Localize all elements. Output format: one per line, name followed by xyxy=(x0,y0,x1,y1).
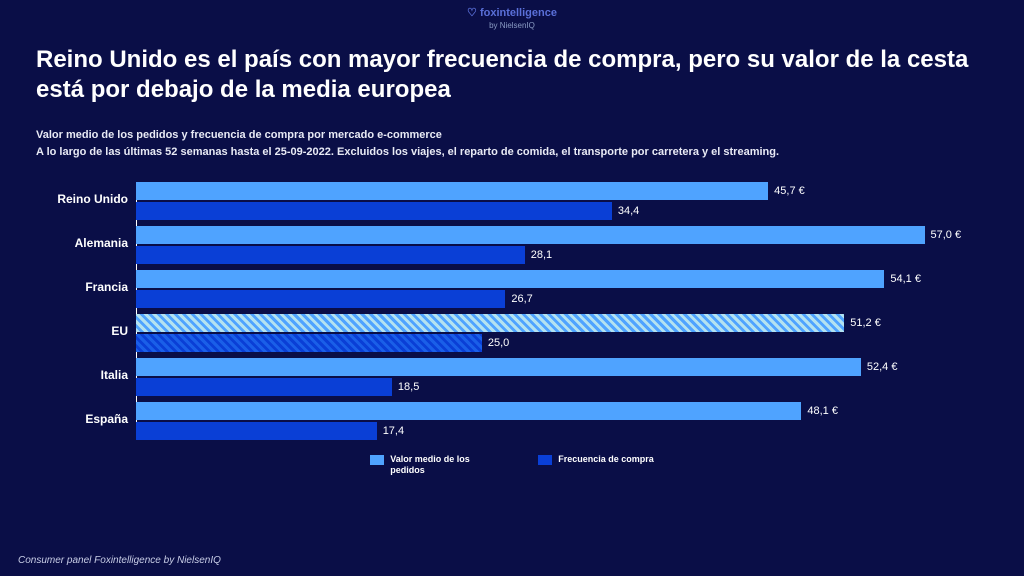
footnote: Consumer panel Foxintelligence by Nielse… xyxy=(18,555,221,566)
bar-wrap-value: 45,7 € xyxy=(136,182,988,200)
bar-value-label-freq: 17,4 xyxy=(383,422,404,440)
brand-byline: by NielsenIQ xyxy=(489,21,535,30)
bar-freq xyxy=(136,290,505,308)
bar-freq xyxy=(136,246,525,264)
bar-freq xyxy=(136,422,377,440)
bar-value xyxy=(136,226,925,244)
legend-swatch-freq xyxy=(538,455,552,465)
bar-wrap-freq: 18,5 xyxy=(136,378,988,396)
content-area: Reino Unido es el país con mayor frecuen… xyxy=(0,31,1024,476)
bar-value-label-value: 54,1 € xyxy=(890,270,921,288)
bar-value-label-value: 52,4 € xyxy=(867,358,898,376)
legend: Valor medio de los pedidos Frecuencia de… xyxy=(36,454,988,476)
legend-item-value: Valor medio de los pedidos xyxy=(370,454,490,476)
chart-row: Alemania57,0 €28,1 xyxy=(136,226,988,264)
bar-wrap-value: 52,4 € xyxy=(136,358,988,376)
bar-value xyxy=(136,402,801,420)
bar-value-label-value: 57,0 € xyxy=(931,226,962,244)
bar-wrap-freq: 26,7 xyxy=(136,290,988,308)
brand-header: ♡ foxintelligence by NielsenIQ xyxy=(0,0,1024,31)
row-label: Reino Unido xyxy=(36,192,128,206)
bar-freq xyxy=(136,378,392,396)
bar-value-label-freq: 34,4 xyxy=(618,202,639,220)
subtitle: Valor medio de los pedidos y frecuencia … xyxy=(36,127,988,160)
row-label: Italia xyxy=(36,368,128,382)
chart-row: Francia54,1 €26,7 xyxy=(136,270,988,308)
legend-swatch-value xyxy=(370,455,384,465)
legend-item-freq: Frecuencia de compra xyxy=(538,454,654,476)
row-label: EU xyxy=(36,324,128,338)
bar-wrap-value: 51,2 € xyxy=(136,314,988,332)
bar-wrap-value: 54,1 € xyxy=(136,270,988,288)
brand-name: foxintelligence xyxy=(480,7,557,19)
page-title: Reino Unido es el país con mayor frecuen… xyxy=(36,45,988,105)
bar-value-label-freq: 26,7 xyxy=(511,290,532,308)
bar-value-label-value: 45,7 € xyxy=(774,182,805,200)
bar-wrap-value: 48,1 € xyxy=(136,402,988,420)
bar-value xyxy=(136,314,844,332)
bar-wrap-freq: 34,4 xyxy=(136,202,988,220)
legend-label-freq: Frecuencia de compra xyxy=(558,454,654,465)
legend-label-value: Valor medio de los pedidos xyxy=(390,454,490,476)
brand-glyph: ♡ xyxy=(467,7,480,19)
bar-value xyxy=(136,270,884,288)
row-label: España xyxy=(36,412,128,426)
bar-value xyxy=(136,358,861,376)
row-label: Alemania xyxy=(36,236,128,250)
bar-value-label-freq: 18,5 xyxy=(398,378,419,396)
bar-wrap-freq: 17,4 xyxy=(136,422,988,440)
bar-value-label-freq: 25,0 xyxy=(488,334,509,352)
chart-row: EU51,2 €25,0 xyxy=(136,314,988,352)
bar-value xyxy=(136,182,768,200)
bar-freq xyxy=(136,202,612,220)
bar-value-label-value: 51,2 € xyxy=(850,314,881,332)
bar-freq xyxy=(136,334,482,352)
bar-wrap-freq: 28,1 xyxy=(136,246,988,264)
subtitle-line-1: Valor medio de los pedidos y frecuencia … xyxy=(36,127,988,144)
chart-row: Reino Unido45,7 €34,4 xyxy=(136,182,988,220)
bar-wrap-value: 57,0 € xyxy=(136,226,988,244)
chart-row: España48,1 €17,4 xyxy=(136,402,988,440)
bar-value-label-value: 48,1 € xyxy=(807,402,838,420)
subtitle-line-2: A lo largo de las últimas 52 semanas has… xyxy=(36,144,988,161)
bar-wrap-freq: 25,0 xyxy=(136,334,988,352)
bar-value-label-freq: 28,1 xyxy=(531,246,552,264)
bar-chart: Reino Unido 45,7 € 34,4 Alemania 57,0 € 28,1 F… xyxy=(36,182,988,440)
chart-row: Italia52,4 €18,5 xyxy=(136,358,988,396)
row-label: Francia xyxy=(36,280,128,294)
